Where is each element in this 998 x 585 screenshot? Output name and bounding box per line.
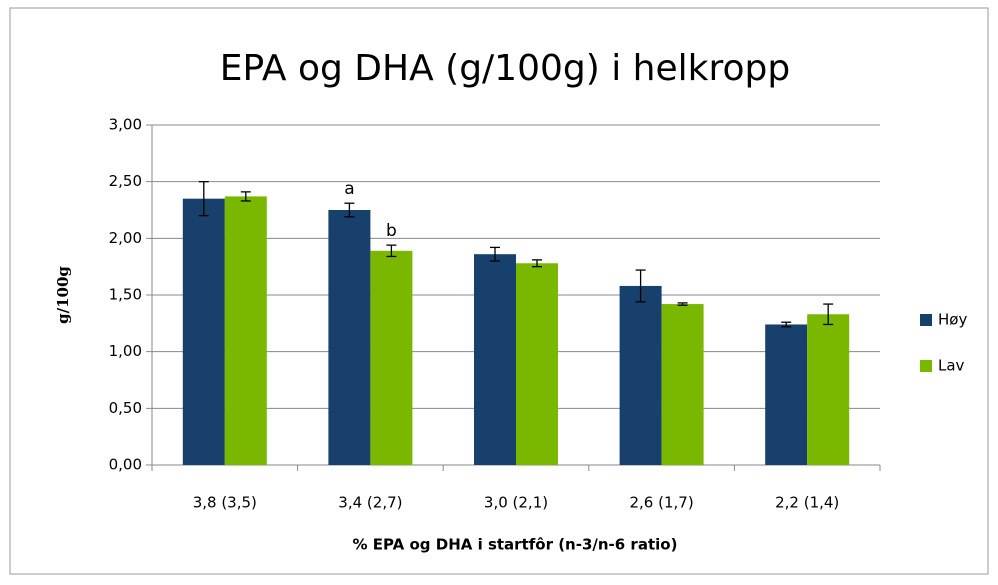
legend-label: Høy bbox=[938, 311, 967, 329]
x-tick-label: 2,2 (1,4) bbox=[775, 494, 839, 512]
x-tick-label: 3,0 (2,1) bbox=[484, 494, 548, 512]
bar bbox=[328, 210, 371, 465]
legend-swatch bbox=[920, 360, 932, 372]
x-tick-label: 3,4 (2,7) bbox=[338, 494, 402, 512]
x-tick-label: 2,6 (1,7) bbox=[630, 494, 694, 512]
y-tick-label: 2,50 bbox=[109, 172, 142, 190]
error-bar bbox=[635, 269, 646, 303]
bar bbox=[370, 250, 413, 465]
y-tick-label: 2,00 bbox=[109, 229, 142, 247]
x-axis-title: % EPA og DHA i startfôr (n-3/n-6 ratio) bbox=[353, 536, 678, 554]
y-tick-label: 1,00 bbox=[109, 342, 142, 360]
error-bar bbox=[386, 244, 397, 258]
error-bar bbox=[781, 321, 792, 328]
x-tick-label: 3,8 (3,5) bbox=[193, 494, 257, 512]
y-tick-label: 3,00 bbox=[109, 116, 142, 134]
error-bar bbox=[823, 303, 834, 326]
error-bar bbox=[490, 246, 500, 262]
bar bbox=[516, 263, 558, 465]
error-bar bbox=[198, 181, 209, 217]
y-tick-label: 0,50 bbox=[109, 399, 142, 417]
y-tick-label: 1,50 bbox=[109, 286, 142, 304]
bar bbox=[807, 314, 850, 465]
bar bbox=[661, 304, 704, 465]
legend-label: Lav bbox=[938, 357, 965, 375]
annotation: b bbox=[386, 221, 397, 241]
y-tick-label: 0,00 bbox=[109, 456, 142, 474]
error-bar bbox=[344, 202, 355, 218]
annotation: a bbox=[344, 179, 354, 199]
bar bbox=[765, 324, 808, 465]
legend-swatch bbox=[920, 314, 932, 326]
bar bbox=[182, 198, 225, 465]
error-bar bbox=[240, 191, 251, 202]
y-axis-title: g/100g bbox=[54, 266, 72, 324]
chart-title: EPA og DHA (g/100g) i helkropp bbox=[220, 48, 790, 89]
error-bar bbox=[677, 302, 688, 306]
bar bbox=[619, 285, 662, 465]
bar bbox=[474, 254, 516, 465]
error-bar bbox=[532, 259, 542, 268]
bar bbox=[224, 196, 267, 465]
